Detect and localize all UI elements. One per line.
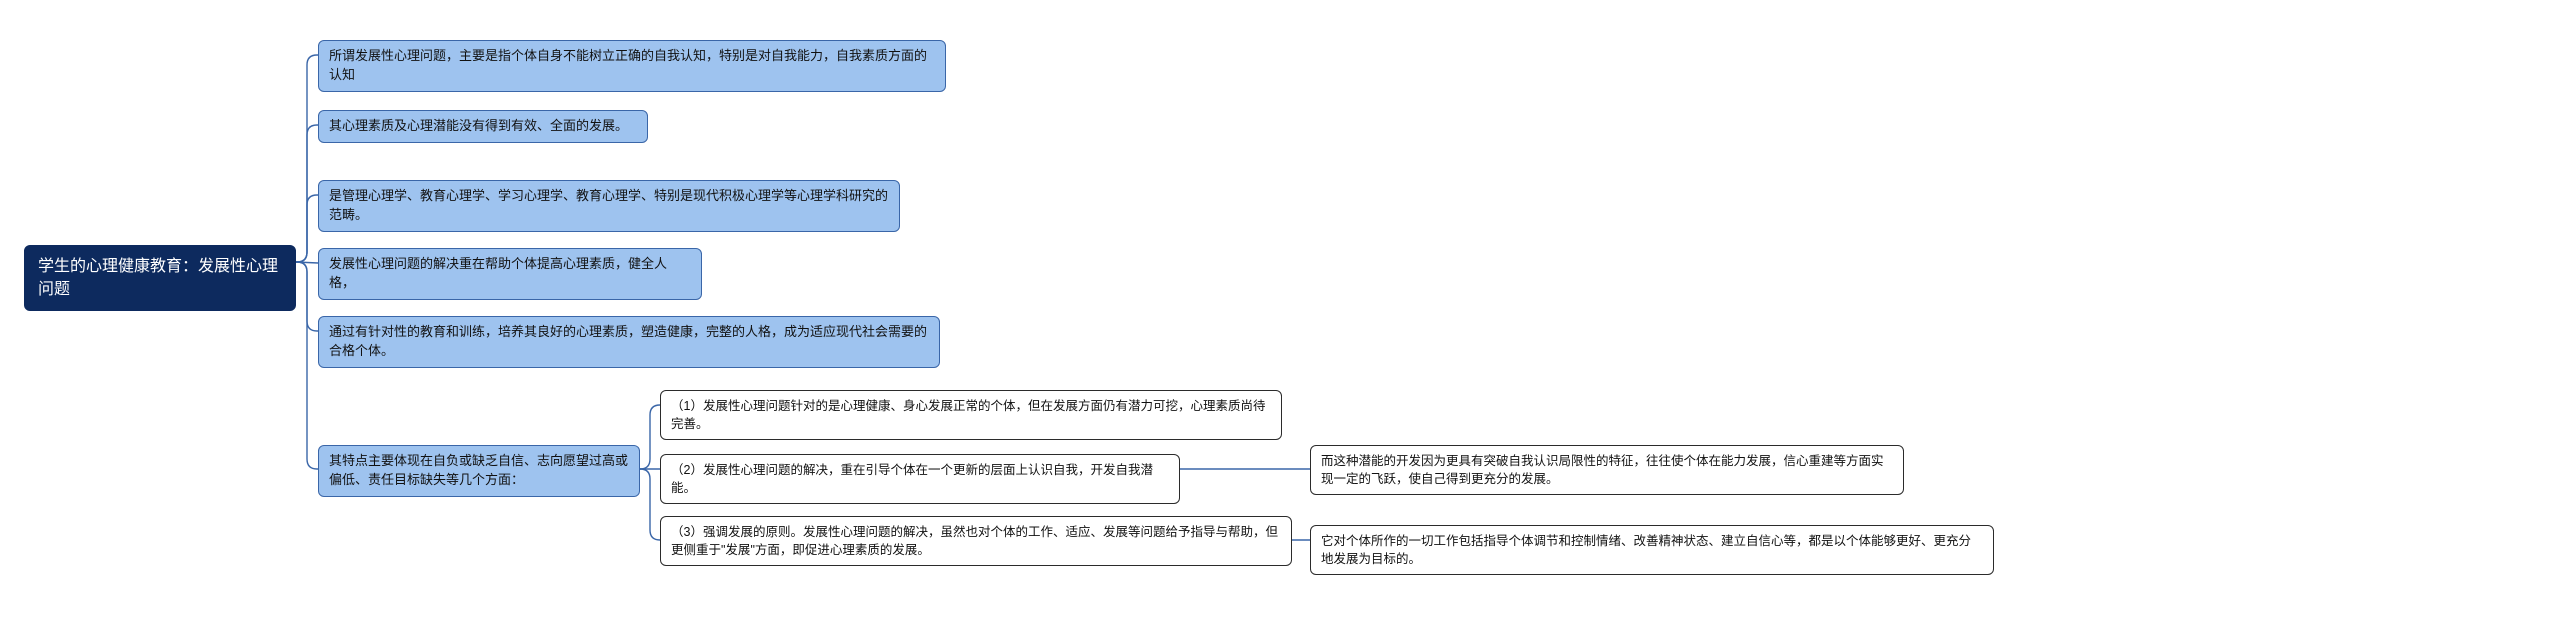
node-b3[interactable]: 是管理心理学、教育心理学、学习心理学、教育心理学、特别是现代积极心理学等心理学科…	[318, 180, 900, 232]
connector-root-b5	[296, 262, 318, 331]
connector-root-b1	[296, 55, 318, 262]
node-b4[interactable]: 发展性心理问题的解决重在帮助个体提高心理素质，健全人格，	[318, 248, 702, 300]
connector-root-b6	[296, 262, 318, 469]
node-b1[interactable]: 所谓发展性心理问题，主要是指个体自身不能树立正确的自我认知，特别是对自我能力，自…	[318, 40, 946, 92]
connector-root-b4	[296, 262, 318, 263]
node-w2[interactable]: （2）发展性心理问题的解决，重在引导个体在一个更新的层面上认识自我，开发自我潜能…	[660, 454, 1180, 504]
node-w1[interactable]: （1）发展性心理问题针对的是心理健康、身心发展正常的个体，但在发展方面仍有潜力可…	[660, 390, 1282, 440]
connector-root-b3	[296, 195, 318, 262]
node-w2b[interactable]: 而这种潜能的开发因为更具有突破自我认识局限性的特征，往往使个体在能力发展，信心重…	[1310, 445, 1904, 495]
node-b5[interactable]: 通过有针对性的教育和训练，培养其良好的心理素质，塑造健康，完整的人格，成为适应现…	[318, 316, 940, 368]
connector-root-b2	[296, 125, 318, 262]
connector-b6-w3	[640, 469, 660, 540]
node-w3[interactable]: （3）强调发展的原则。发展性心理问题的解决，虽然也对个体的工作、适应、发展等问题…	[660, 516, 1292, 566]
mindmap-stage: 学生的心理健康教育：发展性心理问题 所谓发展性心理问题，主要是指个体自身不能树立正…	[0, 0, 2560, 637]
node-root[interactable]: 学生的心理健康教育：发展性心理问题	[24, 245, 296, 311]
node-b2[interactable]: 其心理素质及心理潜能没有得到有效、全面的发展。	[318, 110, 648, 143]
node-b6[interactable]: 其特点主要体现在自负或缺乏自信、志向愿望过高或偏低、责任目标缺失等几个方面：	[318, 445, 640, 497]
node-w3b[interactable]: 它对个体所作的一切工作包括指导个体调节和控制情绪、改善精神状态、建立自信心等，都…	[1310, 525, 1994, 575]
connector-b6-w1	[640, 405, 660, 469]
